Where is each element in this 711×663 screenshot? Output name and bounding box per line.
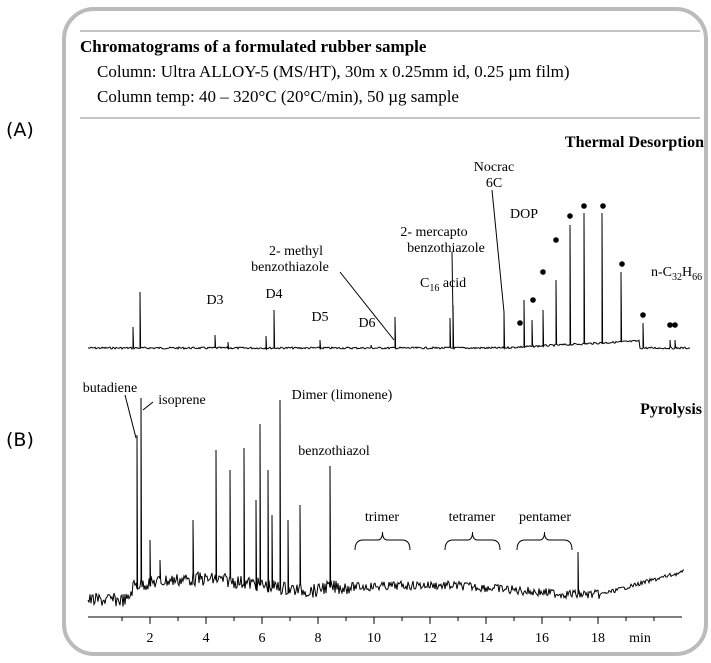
peak-dot bbox=[581, 203, 587, 209]
label-part: acid bbox=[439, 276, 466, 291]
panel-label: (B) bbox=[6, 429, 34, 451]
peak-label: isoprene bbox=[158, 393, 205, 408]
peak-dot bbox=[530, 297, 536, 303]
peak-dot bbox=[619, 261, 625, 267]
leader bbox=[491, 189, 505, 313]
peak-dot bbox=[540, 269, 546, 275]
frame bbox=[62, 7, 708, 656]
label-part: 16 bbox=[429, 283, 439, 294]
label-part: H bbox=[682, 265, 692, 280]
peak-label: tetramer bbox=[449, 510, 496, 525]
leader bbox=[142, 401, 154, 411]
peak-dot bbox=[600, 203, 606, 209]
x-tick-label: 6 bbox=[259, 631, 266, 646]
x-tick-label: 4 bbox=[203, 631, 210, 646]
peak-label: D5 bbox=[311, 310, 328, 325]
label-part: 32 bbox=[672, 272, 682, 283]
x-tick-label: 8 bbox=[315, 631, 322, 646]
peak-label: trimer bbox=[365, 510, 400, 525]
x-tick-label: 12 bbox=[423, 631, 437, 646]
peak-dot bbox=[640, 312, 646, 318]
peak-dot bbox=[517, 320, 523, 326]
x-tick-label: 14 bbox=[479, 631, 493, 646]
peak-label: Dimer (limonene) bbox=[292, 388, 393, 403]
peak-label: butadiene bbox=[83, 381, 137, 396]
peak-label: benzothiazole bbox=[407, 241, 485, 256]
title: Chromatograms of a formulated rubber sam… bbox=[80, 37, 427, 56]
peak-label: n-C32H66 bbox=[651, 265, 702, 283]
leader bbox=[451, 251, 454, 319]
peak-dot bbox=[667, 322, 673, 328]
peak-label: DOP bbox=[510, 207, 538, 222]
x-tick-label: 2 bbox=[147, 631, 154, 646]
brace bbox=[444, 531, 501, 551]
subtitle: Column: Ultra ALLOY-5 (MS/HT), 30m x 0.2… bbox=[97, 62, 570, 81]
brace bbox=[516, 531, 573, 551]
peak-label: D6 bbox=[358, 316, 375, 331]
brace bbox=[354, 531, 411, 551]
panel-name: Pyrolysis bbox=[640, 401, 702, 418]
peak-label: Nocrac bbox=[474, 160, 514, 175]
label-part: 66 bbox=[692, 272, 702, 283]
leader bbox=[339, 271, 395, 341]
panel-name: Thermal Desorption bbox=[565, 134, 704, 151]
peak-label: 2- mercapto bbox=[400, 225, 467, 240]
peak-dot bbox=[672, 322, 678, 328]
x-tick-label: 16 bbox=[535, 631, 549, 646]
peak-label: D4 bbox=[265, 287, 282, 302]
trace bbox=[87, 397, 685, 607]
label-part: n-C bbox=[651, 265, 672, 280]
peak-label: benzothiazole bbox=[251, 260, 329, 275]
x-tick-label: 10 bbox=[367, 631, 381, 646]
traces bbox=[87, 189, 691, 607]
peak-label: 2- methyl bbox=[269, 244, 323, 259]
x-tick-label: 18 bbox=[591, 631, 605, 646]
peak-dot bbox=[553, 237, 559, 243]
peak-label: benzothiazol bbox=[298, 444, 370, 459]
peak-label: C16 acid bbox=[420, 276, 466, 294]
subtitle: Column temp: 40 – 320°C (20°C/min), 50 µ… bbox=[97, 87, 459, 106]
leader bbox=[124, 394, 137, 439]
panel-label: (A) bbox=[6, 119, 34, 141]
label-part: C bbox=[420, 276, 429, 291]
peak-label: 6C bbox=[486, 176, 502, 191]
peak-label: D3 bbox=[206, 293, 223, 308]
axis-unit: min bbox=[629, 631, 651, 646]
peak-dot bbox=[567, 213, 573, 219]
trace bbox=[88, 212, 691, 351]
peak-label: pentamer bbox=[519, 510, 571, 525]
